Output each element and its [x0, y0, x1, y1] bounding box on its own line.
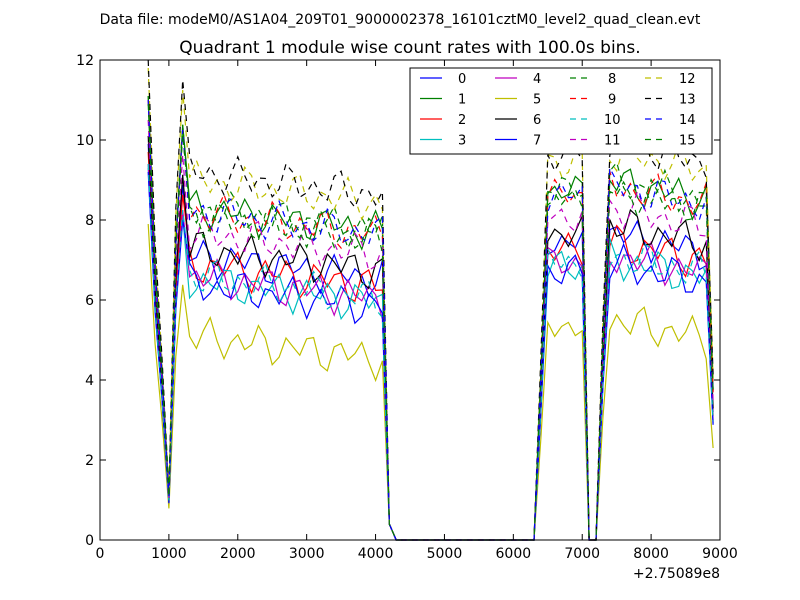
chart-title: Quadrant 1 module wise count rates with …: [179, 38, 640, 58]
legend-label-5: 5: [533, 93, 541, 108]
x-tick-label: 3000: [289, 546, 325, 562]
legend-label-9: 9: [608, 93, 616, 108]
y-tick-label: 4: [85, 373, 94, 389]
legend-label-1: 1: [458, 93, 466, 108]
x-tick-label: 5000: [427, 546, 463, 562]
y-tick-label: 0: [85, 533, 94, 549]
legend-box: [409, 67, 713, 155]
y-tick-label: 8: [85, 213, 94, 229]
legend-label-2: 2: [458, 113, 466, 128]
axes-layer: 0 1000 2000 3000 4000 5000 6000 7000 8000 9000 0 2 4…: [76, 53, 738, 582]
legend-label-6: 6: [533, 113, 541, 128]
legend-label-15: 15: [679, 134, 696, 149]
x-tick-label: 4000: [358, 546, 394, 562]
x-tick-label: 9000: [702, 546, 738, 562]
y-tick-label: 10: [76, 133, 94, 149]
legend-label-14: 14: [679, 113, 696, 128]
legend-label-0: 0: [458, 72, 466, 87]
legend-label-13: 13: [679, 93, 696, 108]
y-tick-label: 6: [85, 293, 94, 309]
x-tick-label: 0: [96, 546, 105, 562]
legend-label-10: 10: [604, 113, 621, 128]
x-tick-label: 8000: [633, 546, 669, 562]
legend-label-8: 8: [608, 72, 616, 87]
x-tick-label: 1000: [151, 546, 187, 562]
x-tick-label: 6000: [496, 546, 532, 562]
legend-label-12: 12: [679, 72, 696, 87]
y-tick-label: 12: [76, 53, 94, 69]
x-offset-label: +2.75089e8: [633, 566, 720, 582]
y-tick-label: 2: [85, 453, 94, 469]
data-file-label: Data file: modeM0/AS1A04_209T01_90000023…: [100, 12, 701, 28]
x-tick-label: 2000: [220, 546, 256, 562]
x-tick-label: 7000: [564, 546, 600, 562]
legend-label-11: 11: [604, 134, 621, 149]
series-line-14: [147, 99, 714, 541]
legend-label-4: 4: [533, 72, 541, 87]
series-line-13: [147, 59, 714, 541]
legend-label-3: 3: [458, 134, 466, 149]
legend-label-7: 7: [533, 134, 541, 149]
